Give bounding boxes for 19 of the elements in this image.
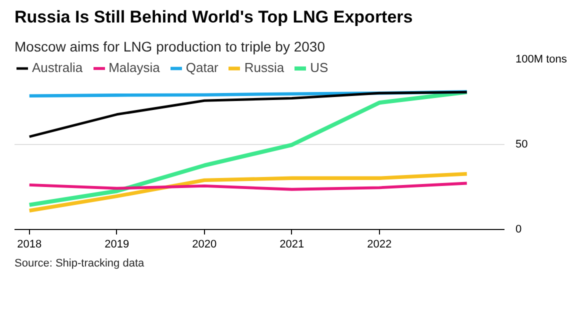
legend-label: US (310, 60, 330, 75)
legend-label: Qatar (186, 60, 218, 75)
x-tick-label: 2018 (17, 238, 42, 250)
x-tick-label: 2019 (104, 238, 130, 250)
chart-title: Russia Is Still Behind World's Top LNG Exporters (14, 8, 413, 26)
source-note: Source: Ship-tracking data (14, 258, 146, 270)
legend-label: Russia (244, 60, 284, 75)
y-tick-label: 50 (516, 138, 528, 150)
x-tick-label: 2022 (367, 238, 392, 250)
chart-subtitle: Moscow aims for LNG production to triple by 2030 (14, 38, 326, 54)
line-series (28, 172, 469, 212)
x-tick-label: 2020 (192, 238, 217, 250)
line-series (28, 90, 468, 138)
line-series (28, 182, 468, 191)
x-tick-label: 2021 (280, 238, 304, 250)
y-tick-label: 0 (516, 224, 522, 236)
legend-label: Malaysia (108, 60, 160, 75)
y-tick-label: 100M tons (516, 54, 567, 66)
legend-label: Australia (32, 60, 83, 75)
